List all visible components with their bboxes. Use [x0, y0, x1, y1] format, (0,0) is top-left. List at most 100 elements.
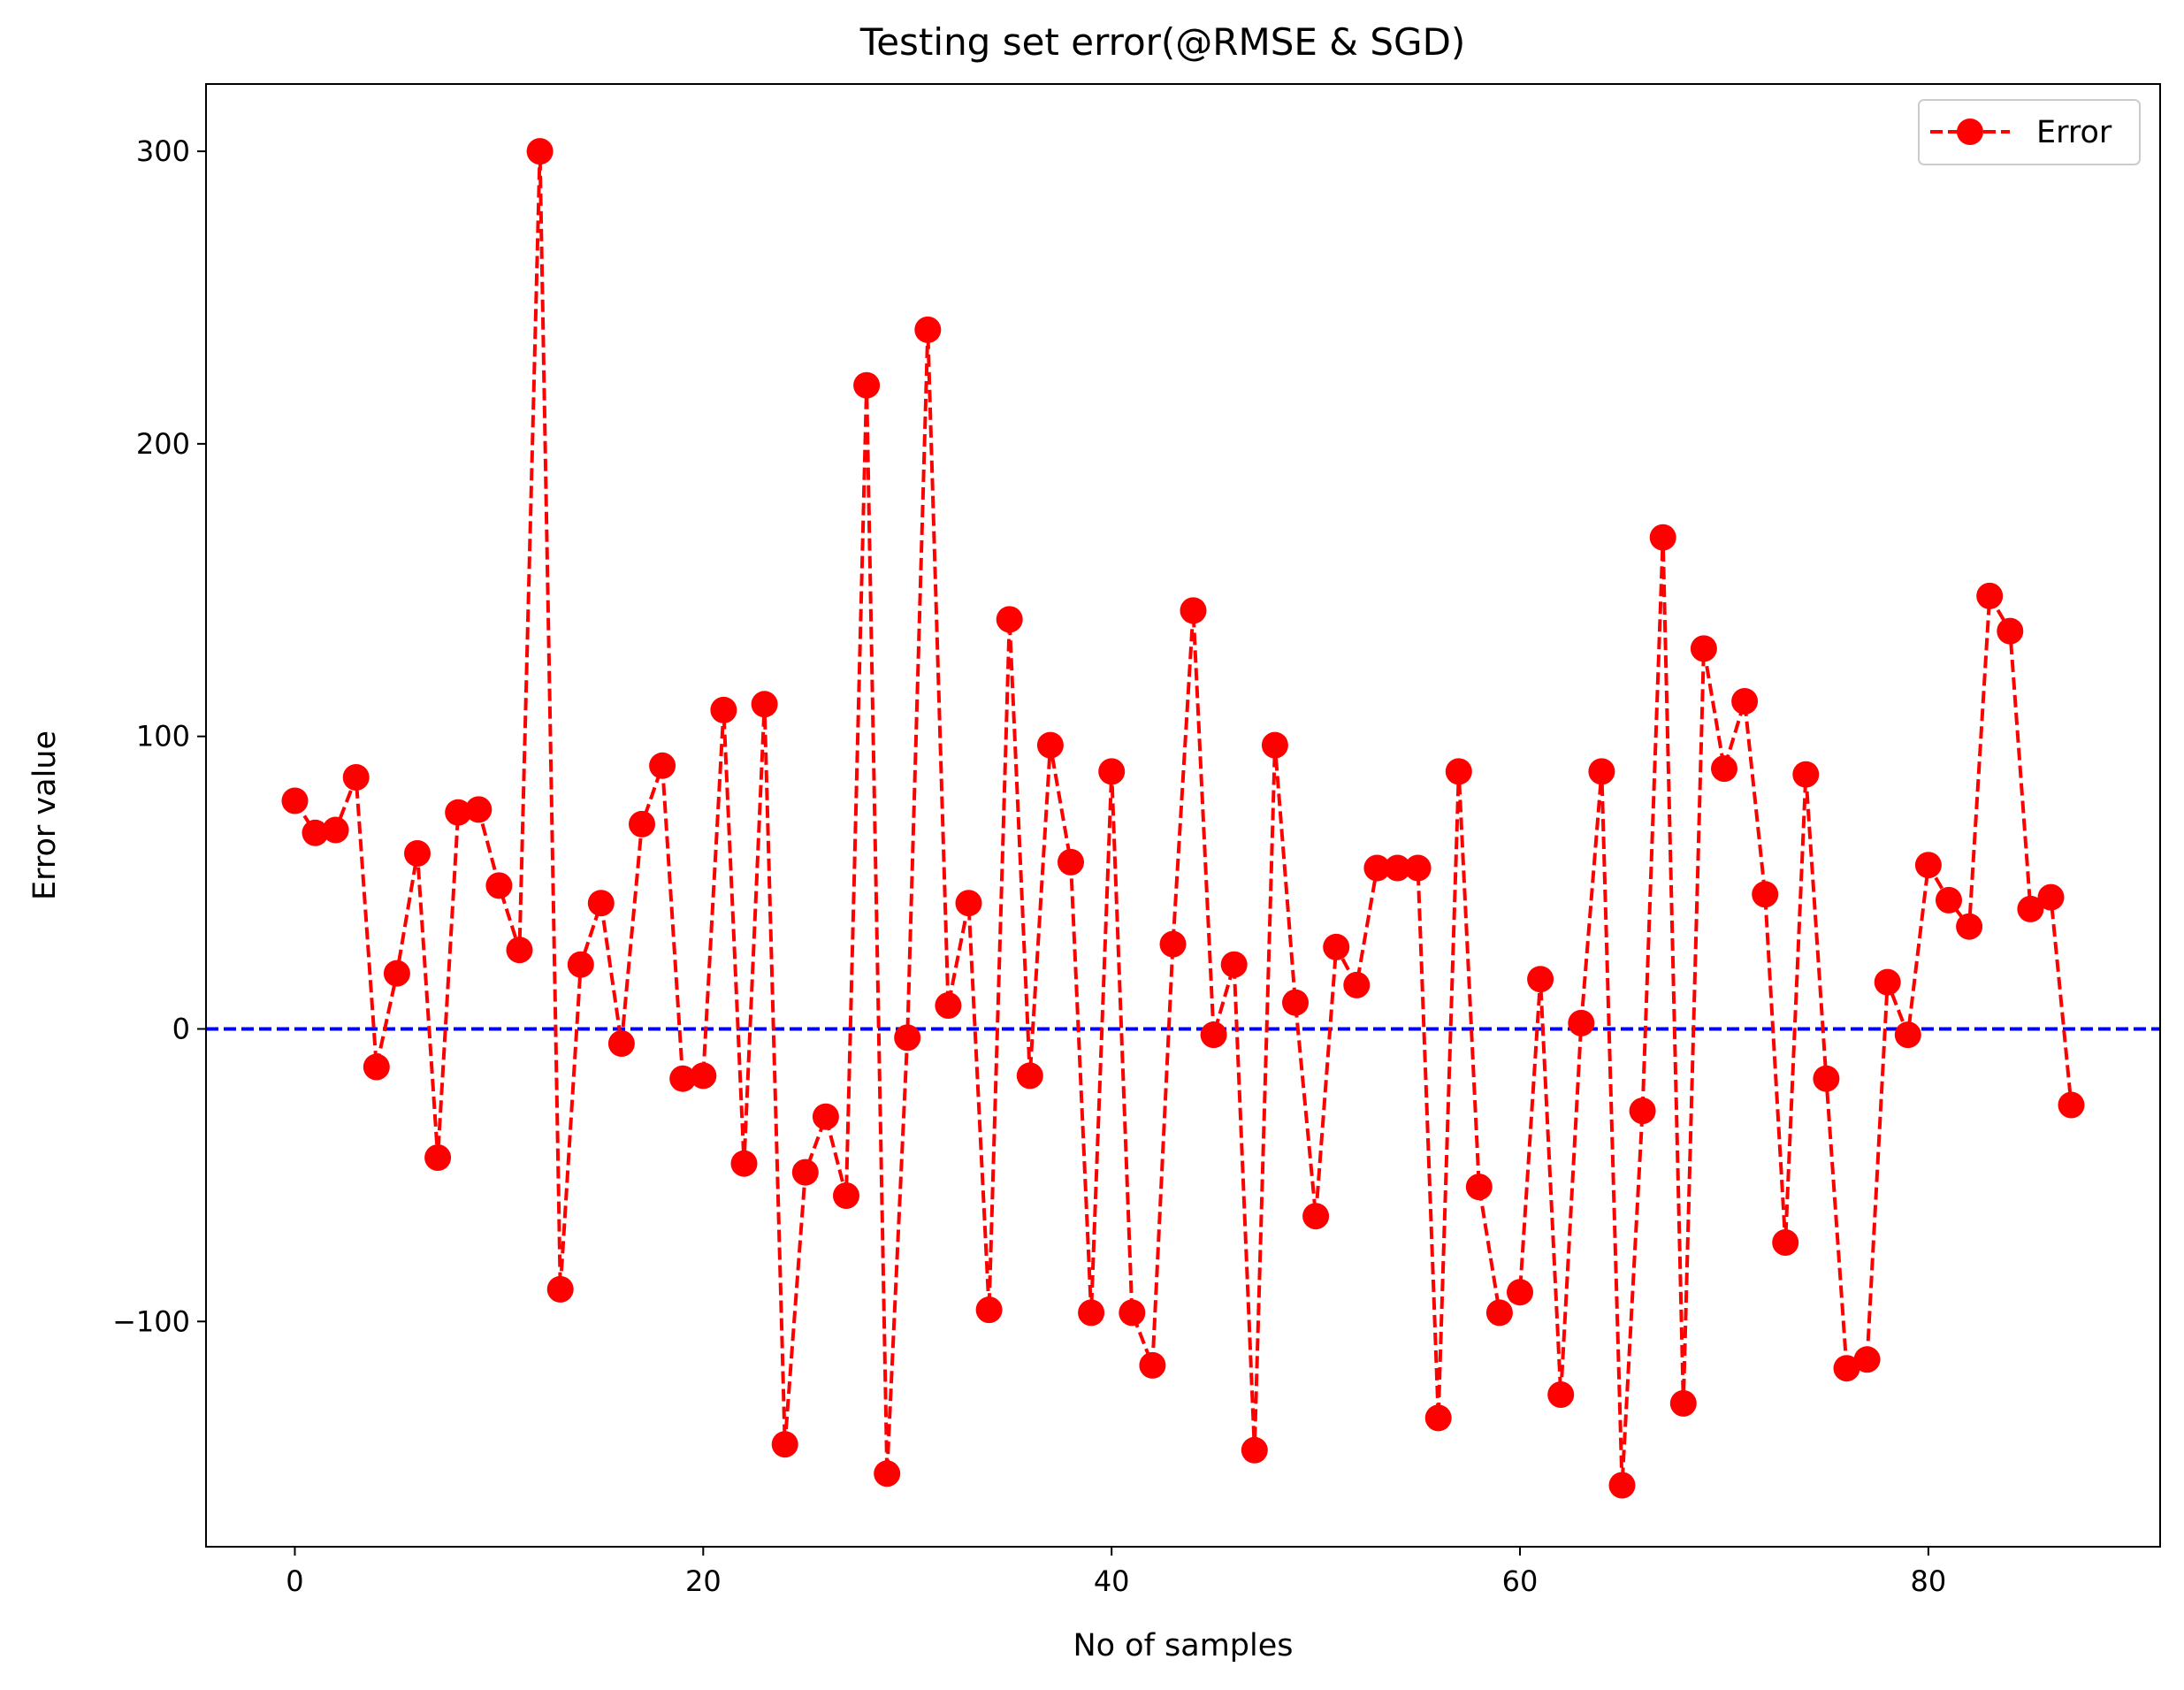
data-point [1282, 989, 1309, 1016]
data-point [607, 1030, 635, 1057]
y-tick-label: 300 [136, 134, 190, 168]
data-point [2058, 1091, 2085, 1119]
data-point [1853, 1346, 1881, 1373]
y-axis-label: Error value [27, 730, 63, 900]
data-point [546, 1275, 574, 1303]
data-point [1078, 1299, 1105, 1327]
legend-label-error: Error [2036, 115, 2112, 150]
data-point [281, 787, 309, 814]
data-point [996, 606, 1023, 633]
data-point [1997, 617, 2024, 645]
data-point [975, 1296, 1003, 1324]
x-tick-label: 20 [685, 1564, 722, 1598]
data-point [1241, 1436, 1268, 1464]
data-point [1058, 848, 1084, 876]
y-tick-label: −100 [112, 1304, 190, 1338]
data-point [1180, 597, 1207, 624]
data-point [1384, 854, 1411, 882]
data-point [812, 1103, 839, 1130]
data-point [1731, 688, 1759, 715]
data-point [894, 1024, 921, 1051]
data-point [1445, 758, 1472, 785]
data-point [1507, 1279, 1533, 1306]
axes-frame [205, 83, 2161, 1548]
y-tick-label: 0 [172, 1012, 190, 1045]
data-point [1608, 1472, 1636, 1499]
data-point [2037, 883, 2065, 911]
data-point [771, 1431, 798, 1458]
legend: Error [1918, 99, 2141, 165]
data-point [506, 937, 533, 964]
data-point [1036, 731, 1064, 759]
data-point [690, 1062, 717, 1090]
data-point [1098, 758, 1126, 785]
x-tick-label: 80 [1911, 1564, 1947, 1598]
data-point [445, 799, 472, 826]
data-point [526, 138, 554, 165]
data-point [424, 1144, 452, 1171]
data-point [1527, 966, 1554, 993]
data-point [629, 810, 655, 837]
data-point [955, 890, 982, 917]
data-point [874, 1460, 901, 1487]
data-point [1976, 582, 2004, 609]
data-point [935, 992, 962, 1019]
data-point [1588, 758, 1615, 785]
data-point [1424, 1404, 1452, 1432]
data-point [1363, 854, 1391, 882]
data-point [1159, 930, 1187, 958]
data-point [1200, 1021, 1227, 1049]
data-point [1669, 1389, 1697, 1417]
data-point [1568, 1009, 1595, 1036]
data-point [1914, 852, 1942, 879]
data-point [710, 696, 737, 723]
data-point [1772, 1229, 1799, 1256]
data-point [1119, 1299, 1146, 1327]
x-tick-label: 60 [1502, 1564, 1539, 1598]
data-point [302, 819, 329, 846]
data-point [1956, 913, 1983, 940]
data-point [751, 691, 778, 718]
data-point [465, 796, 493, 823]
x-tick-label: 0 [286, 1564, 303, 1598]
data-point [833, 1182, 859, 1209]
data-point [1343, 971, 1371, 998]
data-point [1323, 933, 1350, 960]
x-axis-label: No of samples [1073, 1628, 1293, 1663]
data-point [914, 316, 942, 343]
series-line-0 [293, 149, 2073, 1487]
data-point [1649, 524, 1676, 551]
data-point [485, 872, 513, 899]
data-point [1833, 1355, 1860, 1382]
x-tick-label: 40 [1094, 1564, 1130, 1598]
data-point [1547, 1381, 1575, 1408]
data-point [1465, 1174, 1493, 1201]
data-point [1139, 1351, 1166, 1379]
chart-title: Testing set error(@RMSE & SGD) [859, 20, 1466, 64]
data-point [1894, 1021, 1921, 1049]
data-point [1936, 886, 1962, 914]
data-point [1302, 1203, 1330, 1230]
data-point [1261, 731, 1288, 759]
data-point [1485, 1299, 1513, 1327]
data-point [1629, 1097, 1656, 1125]
legend-box [1918, 99, 2141, 165]
data-point [1016, 1062, 1043, 1090]
data-point [853, 371, 881, 399]
data-point [1711, 755, 1737, 783]
data-point [404, 840, 431, 867]
data-point [1813, 1065, 1840, 1092]
data-point [669, 1065, 697, 1092]
data-point [342, 764, 370, 791]
data-point [363, 1053, 390, 1081]
data-point [730, 1150, 758, 1177]
data-point [383, 960, 410, 987]
y-tick-label: 200 [136, 427, 190, 461]
data-point [1220, 951, 1248, 978]
data-point [1792, 761, 1820, 788]
y-axis: −100 0 100 200 300 [112, 134, 206, 1338]
data-point [567, 951, 594, 978]
data-point [1404, 854, 1432, 882]
